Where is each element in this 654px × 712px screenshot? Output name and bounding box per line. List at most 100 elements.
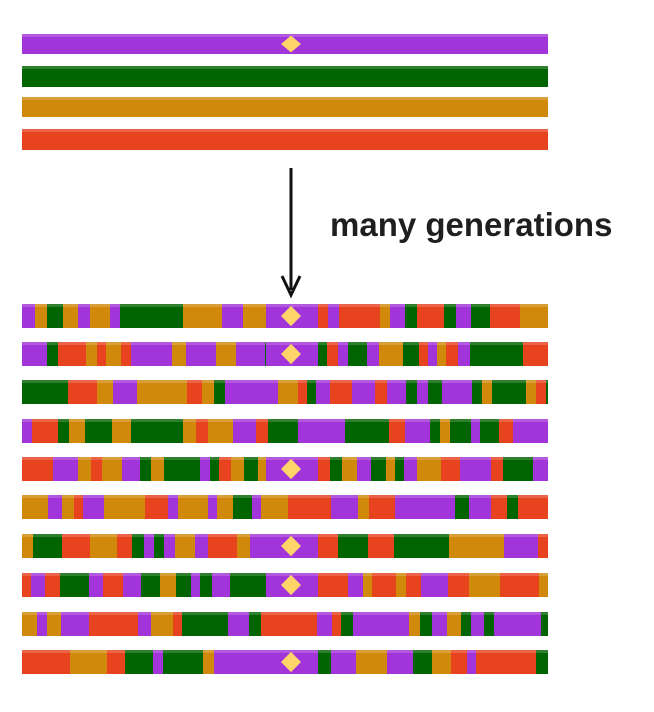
chromosome-segment — [417, 304, 444, 328]
chromosome-segment — [406, 380, 417, 404]
chromosome-segment — [371, 457, 386, 481]
chromosome-segment — [33, 534, 62, 558]
chromosome-segment — [492, 380, 526, 404]
chromosome-segment — [151, 612, 173, 636]
chromosome-segment — [494, 612, 541, 636]
chromosome-segment — [318, 573, 348, 597]
chromosome-segment — [339, 304, 380, 328]
chromosome-highlight — [22, 534, 548, 537]
chromosome-segment — [164, 457, 200, 481]
chromosome-segment — [367, 342, 379, 366]
chromosome-segment — [107, 650, 125, 674]
chromosome-bar — [22, 66, 548, 87]
chromosome-segment — [268, 419, 298, 443]
chromosome-segment — [513, 419, 548, 443]
chromosome-segment — [394, 534, 449, 558]
chromosome-segment — [90, 534, 117, 558]
chromosome-segment — [413, 650, 432, 674]
chromosome-segment — [345, 419, 389, 443]
chromosome-segment — [536, 650, 548, 674]
chromosome-segment — [62, 534, 90, 558]
chromosome-segment — [208, 419, 233, 443]
chromosome-segment — [440, 419, 450, 443]
chromosome-segment — [471, 304, 490, 328]
chromosome-segment — [145, 495, 168, 519]
chromosome-highlight — [22, 380, 548, 383]
chromosome-highlight — [22, 650, 548, 653]
chromosome-segment — [113, 380, 137, 404]
descendant-chromosome — [22, 380, 548, 404]
chromosome-segment — [22, 495, 48, 519]
chromosome-segment — [91, 457, 102, 481]
chromosome-highlight — [22, 129, 548, 132]
chromosome-segment — [409, 612, 420, 636]
chromosome-highlight — [22, 97, 548, 100]
arrow-head — [280, 275, 302, 299]
chromosome-segment — [526, 380, 536, 404]
descendant-chromosome — [22, 495, 548, 519]
centromere-marker — [281, 35, 301, 53]
chromosome-segment — [62, 495, 74, 519]
chromosome-segment — [448, 573, 469, 597]
chromosome-segment — [503, 457, 533, 481]
chromosome-segment — [249, 612, 261, 636]
chromosome-segment — [214, 650, 266, 674]
chromosome-segment — [288, 495, 331, 519]
chromosome-segment — [200, 573, 212, 597]
chromosome-segment — [507, 495, 518, 519]
chromosome-segment — [58, 419, 69, 443]
chromosome-segment — [338, 342, 348, 366]
chromosome-segment — [419, 342, 428, 366]
chromosome-segment — [85, 419, 112, 443]
chromosome-segment — [243, 304, 266, 328]
descendant-chromosome — [22, 612, 548, 636]
chromosome-segment — [504, 534, 538, 558]
chromosome-segment — [375, 380, 387, 404]
chromosome-segment — [455, 495, 469, 519]
chromosome-segment — [183, 419, 196, 443]
chromosome-segment — [22, 534, 33, 558]
chromosome-segment — [499, 419, 513, 443]
chromosome-segment — [472, 380, 482, 404]
chromosome-segment — [176, 573, 191, 597]
chromosome-segment — [151, 457, 164, 481]
chromosome-segment — [187, 380, 202, 404]
chromosome-segment — [230, 573, 266, 597]
chromosome-segment — [154, 534, 164, 558]
chromosome-segment — [330, 380, 352, 404]
chromosome-segment — [186, 342, 216, 366]
chromosome-segment — [202, 380, 214, 404]
chromosome-highlight — [22, 495, 548, 498]
ancestral-chromosomes — [22, 34, 548, 150]
chromosome-segment — [261, 495, 288, 519]
chromosome-segment — [437, 342, 446, 366]
chromosome-segment — [47, 342, 58, 366]
chromosome-segment — [86, 342, 97, 366]
descendant-chromosome — [22, 457, 548, 481]
chromosome-segment — [32, 419, 58, 443]
chromosome-segment — [256, 419, 268, 443]
chromosome-segment — [89, 612, 138, 636]
chromosome-segment — [352, 380, 375, 404]
chromosome-segment — [22, 573, 31, 597]
chromosome-segment — [252, 495, 261, 519]
chromosome-segment — [22, 304, 35, 328]
descendant-chromosomes — [22, 304, 548, 674]
chromosome-bar — [22, 129, 548, 150]
chromosome-segment — [69, 419, 85, 443]
chromosome-segment — [353, 612, 409, 636]
chromosome-segment — [356, 650, 387, 674]
descendant-chromosome — [22, 342, 548, 366]
chromosome-segment — [363, 573, 372, 597]
chromosome-segment — [387, 380, 406, 404]
chromosome-segment — [417, 380, 428, 404]
chromosome-highlight — [22, 34, 548, 37]
chromosome-segment — [110, 304, 120, 328]
ancestral-chromosome — [22, 34, 548, 54]
chromosome-highlight — [22, 419, 548, 422]
chromosome-segment — [316, 380, 330, 404]
chromosome-segment — [484, 612, 494, 636]
chromosome-segment — [369, 495, 395, 519]
chromosome-segment — [330, 457, 342, 481]
chromosome-segment — [539, 573, 548, 597]
